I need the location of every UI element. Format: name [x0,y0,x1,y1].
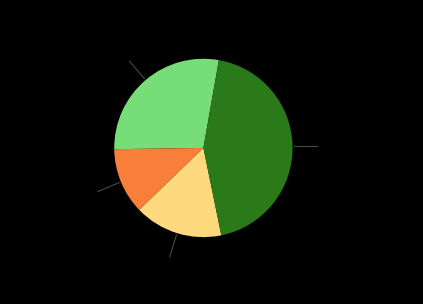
Wedge shape [114,59,219,149]
Wedge shape [139,148,221,237]
Wedge shape [203,60,293,235]
Wedge shape [114,148,203,210]
